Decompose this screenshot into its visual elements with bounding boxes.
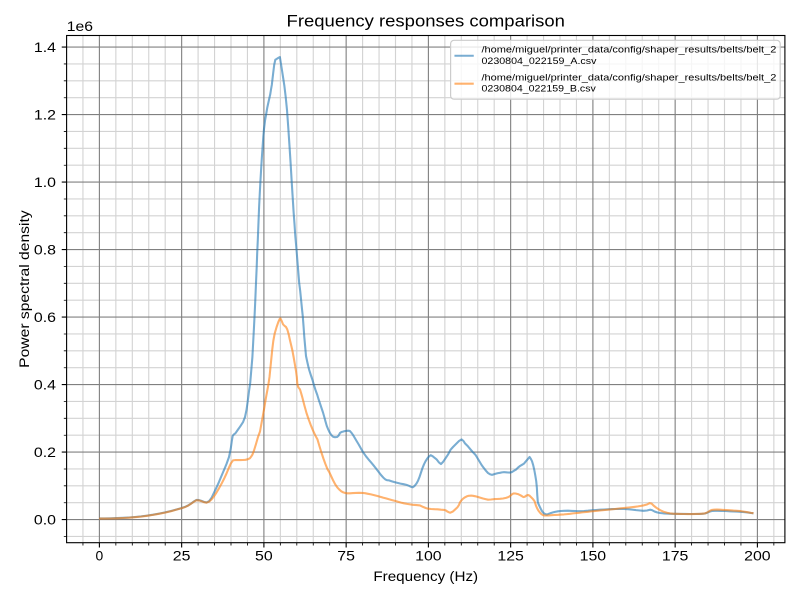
svg-text:0.6: 0.6 (34, 309, 56, 325)
svg-text:0230804_022159_B.csv: 0230804_022159_B.csv (481, 84, 596, 95)
svg-text:0.0: 0.0 (34, 512, 56, 528)
svg-text:Frequency responses comparison: Frequency responses comparison (287, 11, 565, 30)
svg-text:1.2: 1.2 (34, 107, 56, 123)
svg-text:0.4: 0.4 (34, 377, 56, 393)
svg-text:1e6: 1e6 (67, 18, 94, 34)
svg-text:0230804_022159_A.csv: 0230804_022159_A.csv (481, 56, 596, 67)
svg-text:Power spectral density: Power spectral density (16, 210, 32, 368)
svg-text:100: 100 (415, 548, 442, 564)
svg-text:150: 150 (580, 548, 607, 564)
svg-text:1.4: 1.4 (34, 39, 56, 55)
svg-text:0.2: 0.2 (34, 444, 56, 460)
svg-text:175: 175 (662, 548, 689, 564)
svg-text:50: 50 (255, 548, 273, 564)
svg-text:25: 25 (173, 548, 191, 564)
svg-text:0.8: 0.8 (34, 242, 56, 258)
svg-text:0: 0 (96, 548, 104, 564)
svg-text:1.0: 1.0 (34, 174, 56, 190)
svg-text:/home/miguel/printer_data/conf: /home/miguel/printer_data/config/shaper_… (481, 45, 776, 56)
svg-text:/home/miguel/printer_data/conf: /home/miguel/printer_data/config/shaper_… (481, 73, 776, 84)
svg-text:Frequency (Hz): Frequency (Hz) (373, 568, 478, 584)
svg-text:75: 75 (337, 548, 355, 564)
svg-text:200: 200 (744, 548, 771, 564)
svg-text:125: 125 (497, 548, 524, 564)
